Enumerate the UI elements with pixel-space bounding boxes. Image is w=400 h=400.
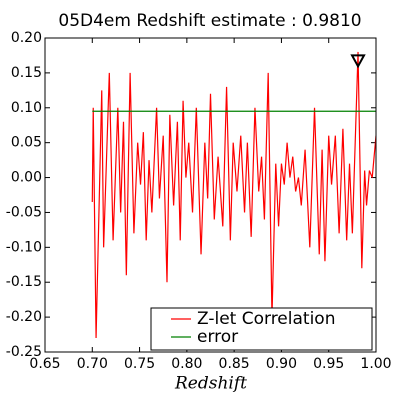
y-tick-label: 0.05 bbox=[11, 135, 42, 151]
x-axis-label: Redshift bbox=[174, 374, 247, 394]
y-tick-label: -0.05 bbox=[6, 204, 42, 220]
y-tick-label: -0.25 bbox=[6, 344, 42, 360]
y-tick-label: -0.20 bbox=[6, 309, 42, 325]
x-tick-label: 0.75 bbox=[124, 356, 155, 372]
y-tick-label: 0.20 bbox=[11, 30, 42, 46]
legend-label: error bbox=[197, 327, 238, 347]
x-tick-label: 1.00 bbox=[360, 356, 391, 372]
y-tick-label: -0.10 bbox=[6, 239, 42, 255]
peak-marker bbox=[350, 54, 366, 69]
data-line bbox=[91, 51, 376, 339]
y-tick-label: 0.00 bbox=[11, 170, 42, 186]
y-tick-label: 0.10 bbox=[11, 100, 42, 116]
x-tick-label: 0.95 bbox=[313, 356, 344, 372]
x-tick-label: 0.90 bbox=[266, 356, 297, 372]
x-tick-label: 0.85 bbox=[219, 356, 250, 372]
x-tick-label: 0.80 bbox=[171, 356, 202, 372]
x-tick-label: 0.65 bbox=[29, 356, 60, 372]
y-tick-label: 0.15 bbox=[11, 65, 42, 81]
legend-label: Z-let Correlation bbox=[197, 309, 335, 329]
y-tick-label: -0.15 bbox=[6, 274, 42, 290]
legend-box bbox=[150, 307, 373, 351]
chart-title: 05D4em Redshift estimate : 0.9810 bbox=[58, 11, 361, 31]
x-tick-label: 0.70 bbox=[77, 356, 108, 372]
plot-frame bbox=[44, 37, 377, 353]
